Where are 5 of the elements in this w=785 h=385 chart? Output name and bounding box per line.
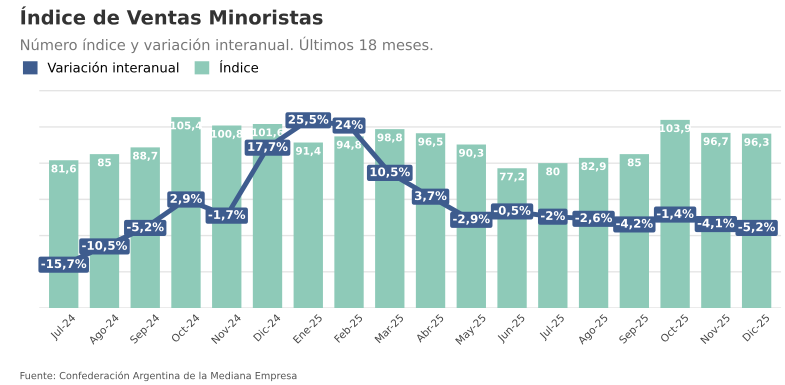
source-note: Fuente: Confederación Argentina de la Mediana Empresa xyxy=(20,371,296,382)
chart-title: Índice de Ventas Minoristas xyxy=(21,6,323,25)
legend-label: Variación interanual xyxy=(48,62,178,73)
legend-label: Índice xyxy=(220,60,258,73)
chart-subtitle: Número índice y variación interanual. Últimos 18 meses. xyxy=(21,36,432,54)
